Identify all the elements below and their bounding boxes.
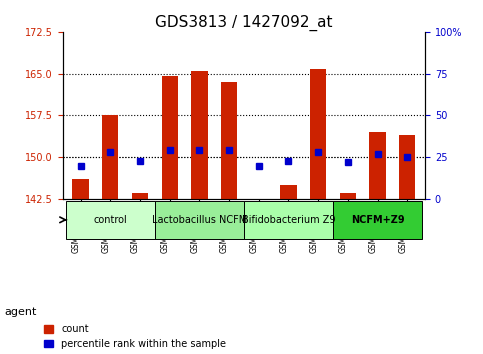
FancyBboxPatch shape <box>244 201 333 239</box>
Bar <box>72 179 89 199</box>
Bar <box>161 76 178 199</box>
Bar <box>191 71 208 199</box>
Bar <box>310 69 327 199</box>
Bar <box>369 132 386 199</box>
FancyBboxPatch shape <box>66 201 155 239</box>
Text: Bifidobacterium Z9: Bifidobacterium Z9 <box>242 215 335 225</box>
Bar <box>280 185 297 199</box>
Bar <box>102 115 118 199</box>
Bar <box>251 199 267 201</box>
FancyBboxPatch shape <box>155 201 244 239</box>
Title: GDS3813 / 1427092_at: GDS3813 / 1427092_at <box>155 14 333 30</box>
Bar <box>399 135 415 199</box>
FancyBboxPatch shape <box>333 201 422 239</box>
Bar <box>221 82 237 199</box>
Text: agent: agent <box>5 307 37 316</box>
Text: control: control <box>93 215 127 225</box>
Text: NCFM+Z9: NCFM+Z9 <box>351 215 404 225</box>
Legend: count, percentile rank within the sample: count, percentile rank within the sample <box>43 324 226 349</box>
Bar <box>132 193 148 199</box>
Bar <box>340 193 356 199</box>
Text: Lactobacillus NCFM: Lactobacillus NCFM <box>152 215 247 225</box>
